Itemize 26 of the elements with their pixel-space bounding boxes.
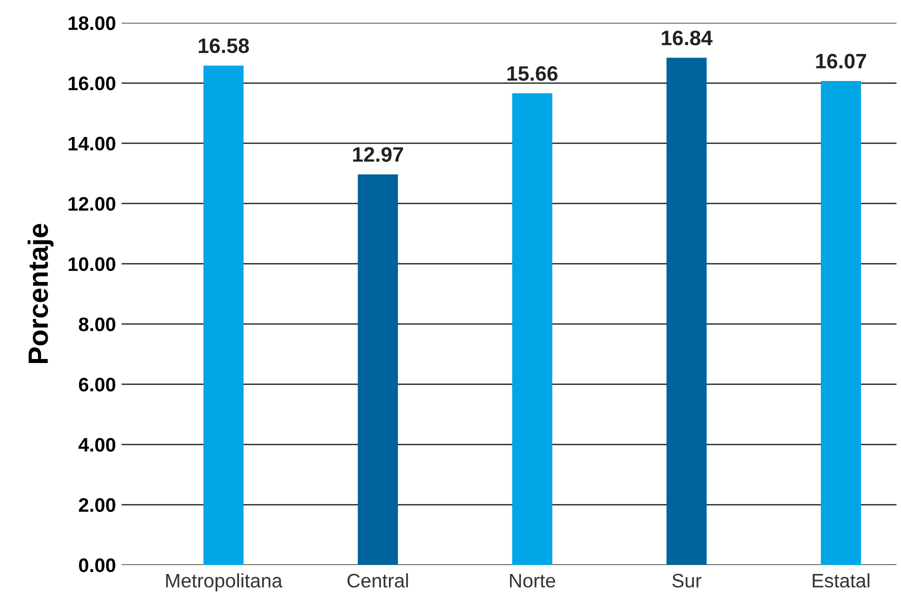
bar [820,80,861,565]
bar [203,66,244,565]
y-tick-label: 18.00 [68,16,116,30]
x-tick-label: Sur [672,574,702,588]
x-tick-label: Metropolitana [166,573,282,592]
bar [666,58,707,565]
y-tick-label: 12.00 [68,197,116,211]
y-tick-label: 4.00 [78,438,116,452]
bar [358,174,398,565]
x-tick-label: Central [348,573,408,588]
data-label: 16.84 [662,30,713,46]
y-tick-label: 8.00 [78,317,116,332]
y-tick-label: 16.00 [68,76,116,90]
y-axis-title: Porcentaje [28,224,54,364]
x-tick-label: Estatal [812,573,870,588]
y-tick-label: 10.00 [68,257,116,272]
data-label: 15.66 [507,66,558,81]
y-tick-label: 0.00 [79,558,116,572]
y-tick-label: 14.00 [68,136,116,151]
data-label: 16.07 [816,54,866,69]
y-tick-label: 6.00 [78,378,116,392]
y-tick-label: 2.00 [78,498,116,512]
data-label: 12.97 [353,147,404,162]
data-label: 16.58 [198,38,249,54]
bar [512,93,552,565]
x-tick-label: Norte [510,574,556,588]
